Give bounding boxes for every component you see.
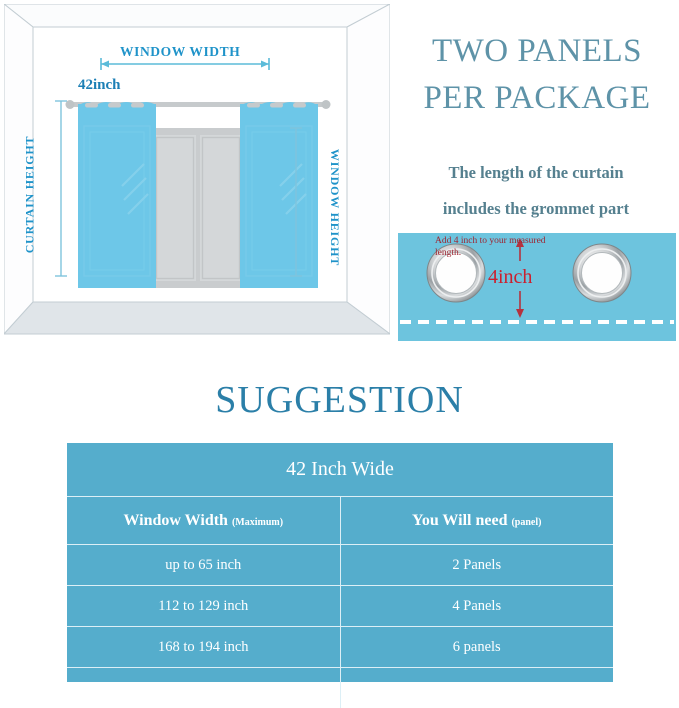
four-inch-label: 4inch — [488, 266, 532, 289]
subtext-line-1: The length of the curtain — [393, 155, 679, 191]
window-height-label: WINDOW HEIGHT — [327, 149, 342, 266]
headline-line-1: TWO PANELS — [395, 28, 679, 75]
header-main-you-will-need: You Will need — [412, 512, 507, 529]
grommet-ring-right — [573, 244, 631, 302]
header-small-you-will-need: (panel) — [511, 517, 541, 528]
cell-panels: 6 panels — [340, 627, 613, 668]
cell-width: 224 to 258 inch — [67, 668, 340, 708]
table-header-row: Window Width (Maximum) You Will need (pa… — [67, 497, 613, 545]
suggestion-table-wrap: 42 Inch Wide Window Width (Maximum) You … — [66, 442, 614, 683]
headline-block: TWO PANELS PER PACKAGE — [395, 28, 679, 122]
cell-panels: 8 Panels — [340, 668, 613, 708]
header-main-window-width: Window Width — [123, 512, 228, 529]
suggestion-title: SUGGESTION — [0, 378, 679, 422]
table-row: 112 to 129 inch 4 Panels — [67, 586, 613, 627]
curtain-height-label: CURTAIN HEIGHT — [22, 136, 37, 254]
suggestion-table: 42 Inch Wide Window Width (Maximum) You … — [67, 443, 613, 708]
grommet-detail-panel: Add 4 inch to your measured length. 4inc… — [398, 233, 676, 341]
cell-width: 168 to 194 inch — [67, 627, 340, 668]
subtext-line-2: includes the grommet part — [393, 191, 679, 227]
room-curtain-diagram: WINDOW WIDTH 42inch CURTAIN HEIGHT WINDO… — [4, 4, 390, 356]
table-row: up to 65 inch 2 Panels — [67, 545, 613, 586]
curtain-width-label: 42inch — [78, 77, 121, 94]
header-cell-you-will-need: You Will need (panel) — [340, 497, 613, 545]
table-caption-row: 42 Inch Wide — [67, 443, 613, 497]
header-cell-window-width: Window Width (Maximum) — [67, 497, 340, 545]
window-width-label: WINDOW WIDTH — [120, 44, 240, 60]
cell-panels: 4 Panels — [340, 586, 613, 627]
measurement-guide-section: WINDOW WIDTH 42inch CURTAIN HEIGHT WINDO… — [0, 0, 679, 362]
headline-line-2: PER PACKAGE — [395, 75, 679, 122]
cell-width: up to 65 inch — [67, 545, 340, 586]
left-curtain-panel — [78, 102, 156, 288]
right-curtain-panel — [240, 102, 318, 288]
subtext-block: The length of the curtain includes the g… — [393, 155, 679, 227]
cell-width: 112 to 129 inch — [67, 586, 340, 627]
table-row: 168 to 194 inch 6 panels — [67, 627, 613, 668]
header-small-window-width: (Maximum) — [232, 517, 283, 528]
cell-panels: 2 Panels — [340, 545, 613, 586]
table-caption-cell: 42 Inch Wide — [67, 443, 613, 497]
table-row: 224 to 258 inch 8 Panels — [67, 668, 613, 708]
add-four-inch-note: Add 4 inch to your measured length. — [435, 236, 555, 259]
